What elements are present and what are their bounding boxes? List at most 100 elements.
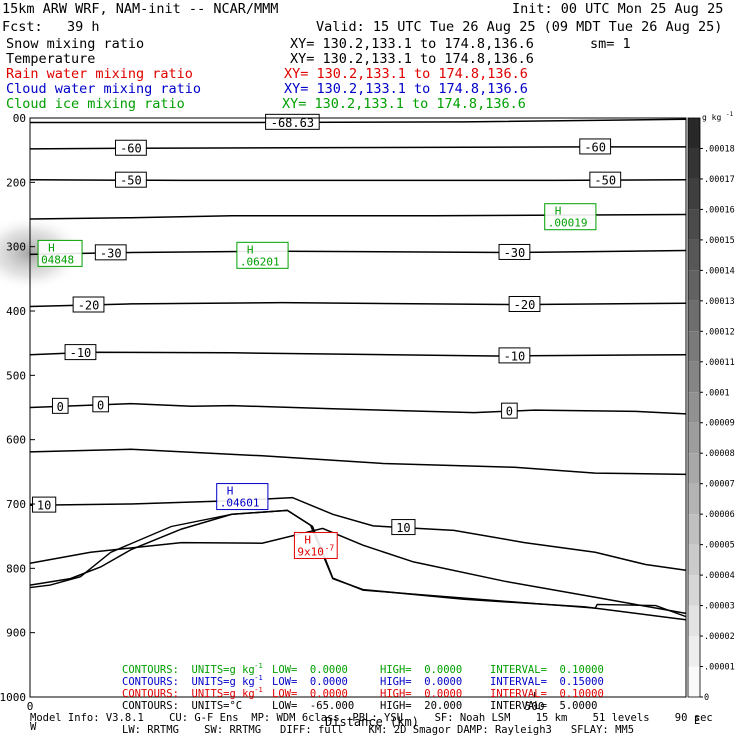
contour-info-high: HIGH= 0.0000 [380,688,463,700]
contour-label: 10 [396,521,410,535]
colorbar-segment [688,148,700,179]
contour-info-units: CONTOURS: UNITS=g kg [122,664,255,676]
contour-label: -68.63 [271,116,314,130]
contour-info-high: HIGH= 20.000 [380,700,463,712]
contour-label-box [51,397,69,414]
contour-label-box [498,243,531,260]
colorbar-tick-label: .00012 [704,327,735,337]
field-xy-cloud-ice: XY= 130.2,133.1 to 174.8,136.6 [282,96,526,112]
colorbar-segment [688,422,700,454]
contour-label-box [501,402,518,419]
y-tick-label: 00 [13,112,26,125]
field-name-cloud-ice: Cloud ice mixing ratio [6,96,185,112]
contour-label: 0 [57,400,64,414]
colorbar-segment [688,544,700,576]
extremum-type: H [304,533,311,546]
contour-info-unit-exponent: -1 [254,662,263,670]
colorbar-tick-label: .00008 [704,449,735,459]
colorbar-tick-label: .00005 [704,541,735,551]
field-xy-snow: XY= 130.2,133.1 to 174.8,136.6 [290,36,534,52]
field-name-rain: Rain water mixing ratio [6,66,193,82]
colorbar-segment [688,270,700,301]
contour-info-low: LOW= 0.0000 [272,688,348,700]
y-tick-label: 300 [6,241,26,254]
contour-label-box [115,139,147,156]
contour-info-unit-exponent: -1 [254,674,263,682]
contour-label: -10 [70,346,92,360]
extremum-value: .00019 [548,217,588,230]
contour-label: 0 [97,398,104,412]
contour-info-interval: INTERVAL= 0.15000 [490,676,604,688]
contour-info-high: HIGH= 0.0000 [380,664,463,676]
x-axis-label: Distance (km) [325,715,419,729]
isotherm-line [29,402,687,415]
chart-footer: CONTOURS: UNITS=g kg LOW= 0.0000 HIGH= 0.0… [0,662,740,740]
colorbar-tick-label: .00011 [704,358,735,368]
colorbar-segment [688,300,700,332]
contour-info-low: LOW= 0.0000 [272,676,348,688]
valid-time: Valid: 15 UTC Tue 26 Aug 25 (09 MDT Tue … [316,19,723,35]
chart-header: 15km ARW WRF, NAM-init -- NCAR/MMM Init:… [0,0,740,116]
contour-label-box [498,347,531,364]
colorbar-frame [687,117,701,698]
contour-label: -10 [504,349,526,363]
field-name-cloud-water: Cloud water mixing ratio [6,81,202,97]
y-tick-label: 900 [6,627,26,640]
colorbar-tick-label: .00013 [704,297,735,307]
x-tick-label: 500 [525,700,545,713]
contour-label-box [64,344,97,361]
x-axis-ticks: 0 500 [27,692,545,713]
colorbar-tick-label: .00018 [704,144,735,154]
colorbar-segment [688,239,700,271]
colorbar-tick-label: .0001 [704,388,730,398]
colorbar-tick-label: .00003 [704,602,735,612]
extremum-type: H [48,241,55,254]
contour-info-high: HIGH= 0.0000 [380,676,463,688]
field-xy-temperature: XY= 130.2,133.1 to 174.8,136.6 [290,51,534,67]
colorbar-segment [688,453,700,484]
colorbar: .00018 .00017 .00016 .00015 .00014 .00013 .000… [687,111,735,703]
colorbar-segment [688,331,700,362]
contour-info-interval: INTERVAL= 0.10000 [490,688,604,700]
extremum-box [236,241,289,269]
contour-label: -50 [594,174,616,188]
field-name-temperature: Temperature [6,51,96,67]
contour-info-interval: INTERVAL= 0.10000 [490,664,604,676]
field-xy-cloud-water: XY= 130.2,133.1 to 174.8,136.6 [284,81,528,97]
colorbar-segment [688,514,700,545]
extremum-value: 04848 [41,253,74,266]
contour-label-box [115,171,147,188]
colorbar-unit-exponent: -1 [726,111,734,118]
colorbar-segment [688,605,700,637]
contour-info-units: CONTOURS: UNITS=°C [122,700,243,712]
contour-label: -30 [100,246,122,260]
extremum-box [293,531,338,559]
isotherm-line [29,527,687,615]
colorbar-tick-label: .00006 [704,510,735,520]
contour-info-unit-exponent: -1 [254,686,263,694]
contour-labels: -68.63 -60 -60 -50 -50 -30 -30 -20 -20 -10 -10 0 0 0 1… [32,113,622,536]
extremum-value: .06201 [240,255,280,268]
init-time: Init: 00 UTC Mon 25 Aug 25 [512,1,724,17]
colorbar-tick-label: .00014 [704,266,735,276]
contour-info-units: CONTOURS: UNITS=g kg [122,676,255,688]
model-info-line1: Model Info: V3.8.1 CU: G-F Ens MP: WDM 6… [30,712,713,724]
y-axis-ticks: 00 200 300 400 500 600 700 800 900 1000 [0,112,35,704]
isotherm-line [29,496,687,572]
model-info-line2: LW: RRTMG SW: RRTMG DIFF: full KM: 2D Sm… [122,724,635,736]
contour-label-box [589,171,622,188]
extremum-type: H [227,485,234,498]
contour-label: 10 [37,499,51,513]
extremum-box [544,203,597,231]
colorbar-tick-label: .00017 [704,175,735,185]
colorbar-tick-label: .00004 [704,571,735,581]
isotherm-line [30,118,687,124]
y-tick-label: 200 [6,176,26,189]
colorbar-unit: g kg [702,113,721,122]
terrain-outline [29,509,687,618]
forecast-hour: Fcst: 39 h [2,19,100,35]
colorbar-segment [688,483,700,515]
colorbar-tick-label: .00016 [704,205,735,215]
colorbar-segment [688,118,700,149]
